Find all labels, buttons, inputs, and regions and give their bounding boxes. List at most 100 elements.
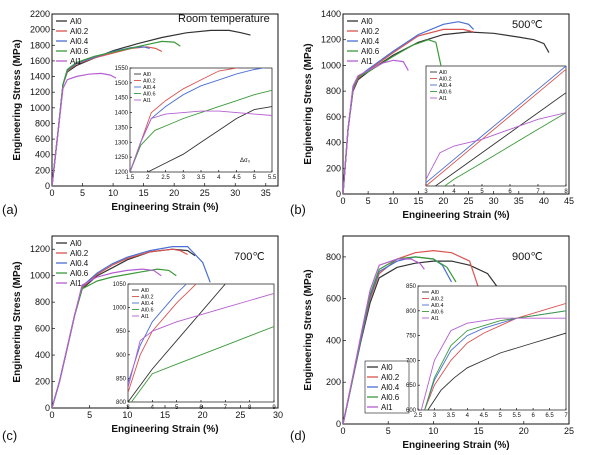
inset-chart: 1.5 2 2.5 3 3.5 4 4.5 5 5.5 1200 1250 1300 1350 1400 1…: [115, 66, 277, 181]
x-tick-label: 45: [564, 196, 574, 206]
legend-entry: Al0: [361, 17, 373, 26]
inset-legend-entry: Al0.2: [431, 297, 444, 303]
series-line-al0-6: [424, 310, 566, 410]
series-line-al1: [52, 268, 162, 408]
series-line-al1: [426, 112, 566, 180]
x-tick-label: 25: [564, 426, 574, 436]
inset-chart: 2.5 3 3.5 4 4.5 5 5.5 6 6.5 7 600 650 700 750 800 850 Al…: [406, 284, 568, 419]
x-tick-label: 5.5: [268, 175, 277, 181]
x-axis-label: Engineering Strain (%): [111, 202, 218, 213]
inset-legend-entry: Al0.2: [141, 295, 154, 301]
legend-entry: Al0.4: [70, 259, 89, 268]
chart-panel-d: 0 5 10 15 20 25 0 200 400 600 800 Engineering Strai…: [290, 235, 574, 451]
y-tick-label: 0: [336, 419, 341, 429]
legend-entry: Al1: [70, 279, 82, 288]
legend-entry: Al1: [381, 403, 393, 412]
y-tick-label: 800: [326, 86, 341, 96]
y-tick-label: 1400: [321, 9, 341, 19]
inset-frame: [417, 285, 567, 411]
inset-legend-entry: Al1: [141, 314, 149, 320]
series-line-al1: [52, 72, 117, 186]
y-tick-label: 600: [326, 294, 341, 304]
inset-legend-entry: Al0.4: [431, 303, 444, 309]
legend-entry: Al0.6: [70, 269, 89, 278]
x-tick-label: 35: [261, 188, 271, 198]
x-tick-label: 10: [428, 426, 438, 436]
series-line-al0: [434, 92, 566, 186]
x-tick-label: 7: [536, 189, 540, 195]
y-tick-label: 2000: [30, 25, 50, 35]
y-tick-label: 1000: [321, 60, 341, 70]
y-tick-label: 1050: [113, 282, 127, 288]
x-tick-label: 35: [514, 196, 524, 206]
x-tick-label: 2: [146, 175, 150, 181]
legend-entry: Al0.2: [381, 373, 400, 382]
inset-legend-entry: Al0: [141, 288, 149, 294]
y-tick-label: 800: [35, 297, 50, 307]
x-tick-label: 5: [499, 413, 503, 419]
y-tick-label: 750: [406, 334, 417, 340]
series-line-al0-6: [443, 112, 566, 186]
y-tick-label: 1000: [30, 103, 50, 113]
x-tick-label: 2.5: [414, 413, 423, 419]
legend-entry: Al0: [70, 239, 82, 248]
y-tick-label: 700: [406, 358, 417, 364]
x-tick-label: 6: [199, 405, 203, 411]
y-tick-label: 2200: [30, 9, 50, 19]
y-tick-label: 1000: [113, 306, 127, 312]
x-tick-label: 4: [151, 405, 155, 411]
x-tick-label: 8: [564, 189, 568, 195]
y-tick-label: 400: [326, 335, 341, 345]
series-line-al0-6: [130, 89, 272, 172]
y-tick-label: 600: [35, 134, 50, 144]
y-tick-label: 800: [406, 309, 417, 315]
inset-annotation: Δσ₀: [240, 158, 251, 164]
legend-entry: Al0.4: [70, 37, 89, 46]
x-tick-label: 3: [182, 175, 186, 181]
inset-legend-entry: Al0.2: [439, 77, 452, 83]
x-tick-label: 4: [452, 189, 456, 195]
inset-legend-entry: Al0: [439, 70, 447, 76]
y-tick-label: 0: [45, 403, 50, 413]
x-tick-label: 15: [160, 410, 170, 420]
panel-title: 500℃: [512, 19, 543, 31]
y-tick-label: 850: [116, 376, 127, 382]
x-tick-label: 30: [489, 196, 499, 206]
y-tick-label: 400: [326, 138, 341, 148]
y-tick-label: 850: [406, 284, 417, 290]
legend-entry: Al0.4: [361, 37, 380, 46]
x-tick-label: 0: [49, 410, 54, 420]
x-tick-label: 20: [519, 426, 529, 436]
x-tick-label: 5.5: [512, 413, 521, 419]
panel-title: 900℃: [512, 251, 543, 263]
chart-panel-b: 0 5 10 15 20 25 30 35 40 450200400600800100012001…: [290, 9, 574, 221]
y-tick-label: 200: [326, 377, 341, 387]
x-tick-label: 25: [200, 188, 210, 198]
y-tick-label: 400: [35, 350, 50, 360]
inset-legend-entry: Al1: [431, 316, 439, 322]
y-tick-label: 200: [326, 163, 341, 173]
x-tick-label: 15: [413, 196, 423, 206]
y-tick-label: 800: [116, 400, 127, 406]
x-tick-label: 3: [433, 413, 437, 419]
chart-panel-c: 0 5 10 15 20 25 30 0 200 400 600 800 1000 1200 Enginee…: [2, 235, 283, 443]
inset-chart: 3 4 5 6 7 8 9 800 850 900 950 1000 1050 Al0Al0.2Al0.4…: [113, 282, 277, 411]
x-tick-label: 2.5: [161, 175, 170, 181]
y-tick-label: 1450: [115, 96, 129, 102]
y-tick-label: 800: [326, 252, 341, 262]
y-tick-label: 1250: [115, 155, 129, 161]
series-line-al1: [420, 317, 566, 410]
legend-entry: Al0.6: [381, 393, 400, 402]
series-line-al0: [146, 106, 272, 172]
y-axis-label: Engineering Stress (MPa): [12, 261, 23, 382]
series-line-al0: [128, 284, 226, 402]
x-tick-label: 3.5: [447, 413, 456, 419]
legend-entry: Al0.2: [70, 27, 89, 36]
series-line-al0-4: [426, 66, 566, 184]
x-tick-label: 7: [564, 413, 568, 419]
x-tick-label: 7: [224, 405, 228, 411]
inset-legend-entry: Al0.6: [143, 92, 156, 98]
inset-legend-entry: Al0.4: [143, 85, 156, 91]
y-tick-label: 600: [326, 112, 341, 122]
